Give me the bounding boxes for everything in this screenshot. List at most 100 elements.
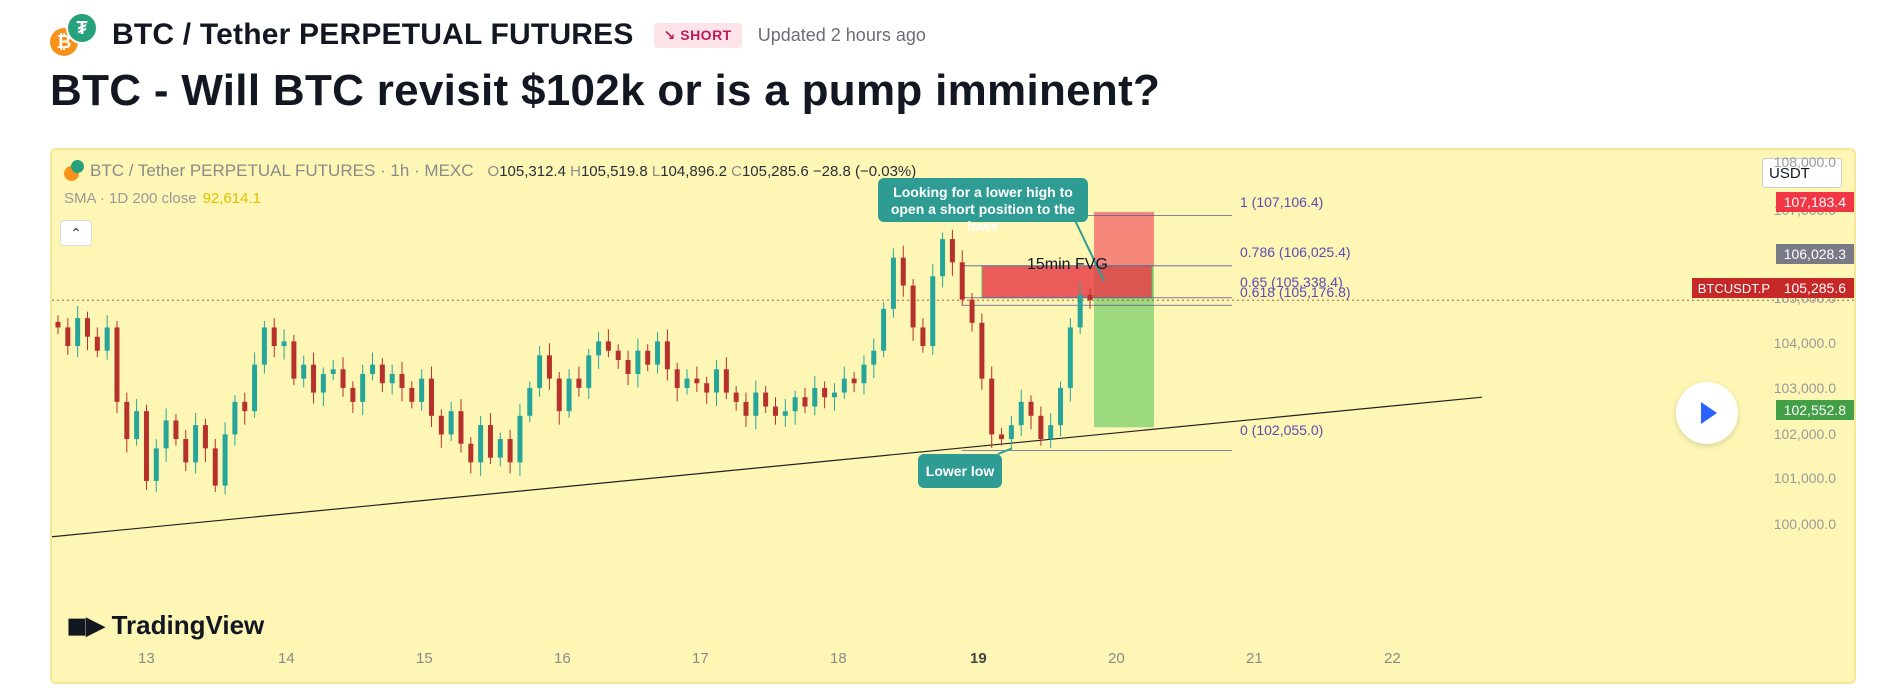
candle-body — [212, 448, 218, 486]
candle-body — [930, 276, 936, 347]
candle-body — [1038, 415, 1044, 440]
candle-body — [881, 308, 887, 351]
candle-body — [84, 318, 90, 337]
candle-body — [183, 439, 189, 463]
candle-body — [55, 321, 61, 328]
callout-lower-high: Looking for a lower high to open a short… — [878, 178, 1088, 234]
candle-body — [301, 364, 307, 379]
candle-body — [1087, 294, 1093, 301]
candle-body — [428, 378, 434, 416]
candle-body — [822, 387, 828, 398]
candle-body — [340, 369, 346, 388]
x-tick: 20 — [1108, 650, 1125, 667]
y-tick: 104,000.0 — [1773, 335, 1836, 351]
fvg-box — [981, 265, 1153, 299]
candle-body — [556, 378, 562, 412]
chart-legend: BTC / Tether PERPETUAL FUTURES · 1h · ME… — [64, 160, 916, 182]
candle-body — [330, 369, 336, 374]
x-tick: 17 — [692, 650, 709, 667]
candle-body — [173, 420, 179, 440]
x-tick: 21 — [1246, 650, 1263, 667]
candle-body — [163, 420, 169, 449]
legend-symbol[interactable]: BTC / Tether PERPETUAL FUTURES · 1h · ME… — [90, 161, 474, 180]
candle-body — [1067, 327, 1073, 388]
candle-body — [350, 387, 356, 402]
candle-body — [252, 364, 258, 412]
symbol-link[interactable]: BTC / Tether PERPETUAL FUTURES — [112, 18, 634, 51]
candle-body — [851, 378, 857, 384]
price-tag-current: 105,285.6 — [1775, 278, 1854, 298]
candle-body — [861, 364, 867, 384]
legend-ohlc: O105,312.4 H105,519.8 L104,896.2 C105,28… — [487, 162, 917, 180]
candle-body — [664, 341, 670, 370]
candle-body — [635, 350, 641, 374]
candle-body — [222, 434, 228, 486]
candle-body — [281, 341, 287, 347]
candle-body — [419, 378, 425, 402]
candle-body — [782, 411, 788, 416]
candle-body — [989, 378, 995, 435]
candle-body — [1018, 401, 1024, 426]
price-tag-target-low: 102,552.8 — [1775, 400, 1854, 420]
candle-body — [134, 411, 140, 440]
candle-body — [586, 355, 592, 388]
chart-canvas[interactable] — [52, 150, 1854, 682]
fvg-label: 15min FVG — [1027, 256, 1108, 273]
x-tick: 14 — [278, 650, 295, 667]
candle-body — [999, 434, 1005, 440]
candle-body — [576, 378, 582, 388]
idea-title: BTC - Will BTC revisit $102k or is a pum… — [50, 66, 1161, 115]
candle-body — [949, 239, 955, 263]
candle-body — [379, 364, 385, 384]
candle-body — [507, 439, 513, 463]
candle-body — [291, 341, 297, 379]
candle-body — [497, 439, 503, 458]
y-tick: 101,000.0 — [1773, 470, 1836, 486]
candle-body — [409, 387, 415, 402]
candle-body — [871, 350, 877, 365]
candle-body — [261, 327, 267, 365]
updated-time: Updated 2 hours ago — [757, 24, 926, 45]
candle-body — [733, 392, 739, 402]
play-button[interactable] — [1676, 382, 1738, 444]
idea-header: ₿ ₮ BTC / Tether PERPETUAL FUTURES ↘ SHO… — [50, 10, 926, 60]
y-tick: 103,000.0 — [1773, 380, 1836, 396]
sma-legend[interactable]: SMA · 1D 200 close 92,614.1 — [64, 190, 261, 207]
candle-body — [655, 341, 661, 365]
candle-body — [674, 369, 680, 388]
collapse-legend-button[interactable]: ⌃ — [60, 220, 92, 246]
candle-body — [104, 327, 110, 351]
y-tick: 102,000.0 — [1773, 426, 1836, 442]
short-badge: ↘ SHORT — [653, 22, 742, 48]
candle-body — [114, 327, 120, 402]
candle-body — [370, 364, 376, 374]
candle-body — [615, 350, 621, 360]
candle-body — [605, 341, 611, 351]
play-icon — [1701, 402, 1717, 424]
candle-body — [684, 378, 690, 388]
candle-body — [812, 387, 818, 407]
legend-change: −28.8 (−0.03%) — [812, 162, 917, 180]
candle-body — [940, 239, 946, 277]
tradingview-logo[interactable]: ◼▶ TradingView — [66, 610, 265, 640]
candle-body — [232, 401, 238, 435]
candle-body — [487, 425, 493, 458]
candle-body — [743, 401, 749, 416]
coin-pair-logo: ₿ ₮ — [50, 10, 102, 60]
x-tick: 22 — [1384, 650, 1401, 667]
candle-body — [438, 415, 444, 435]
x-tick: 18 — [830, 650, 847, 667]
chart-panel[interactable]: BTC / Tether PERPETUAL FUTURES · 1h · ME… — [50, 148, 1856, 684]
callout-pointer-bottom — [997, 447, 1013, 455]
y-tick: 100,000.0 — [1773, 516, 1836, 532]
callout-lower-low: Lower low — [918, 454, 1002, 488]
candle-body — [75, 318, 81, 347]
candle-body — [153, 448, 159, 481]
fib-level-0786: 0.786 (106,025.4) — [1240, 244, 1351, 260]
currency-selector[interactable]: USDT — [1762, 158, 1842, 188]
candle-body — [979, 322, 985, 379]
candle-body — [694, 378, 700, 384]
fib-level-065: 0.65 (105,338.4) — [1240, 274, 1343, 290]
candle-body — [389, 373, 395, 384]
candle-body — [468, 443, 474, 463]
